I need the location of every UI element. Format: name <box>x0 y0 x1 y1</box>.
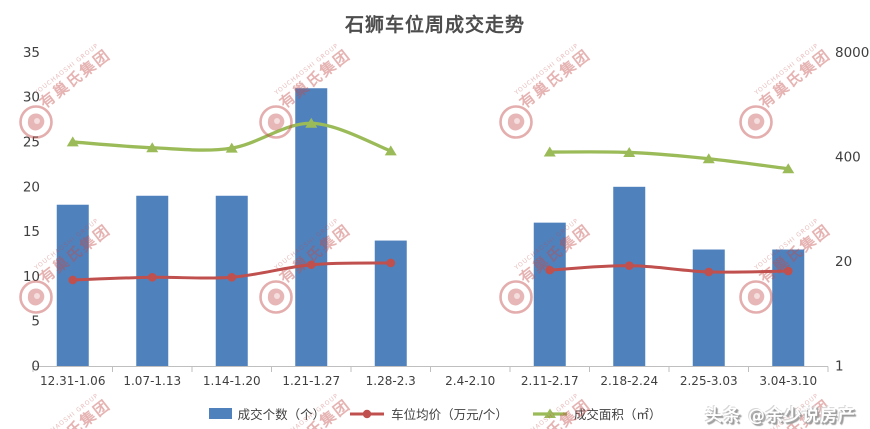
x-axis-label: 1.21-1.27 <box>282 374 340 388</box>
bar-series-swatch-icon <box>208 408 232 419</box>
left-axis-label: 35 <box>23 45 40 61</box>
price-point <box>147 272 157 282</box>
chart-legend: 成交个数（个） 车位均价（万元/个） 成交面积（㎡） <box>0 404 870 423</box>
bar <box>613 186 646 366</box>
bar <box>56 204 89 366</box>
price-line <box>548 264 790 274</box>
area-point <box>623 146 636 157</box>
right-axis-label: 8000 <box>835 45 869 61</box>
x-axis-label: 2.25-3.03 <box>680 374 738 388</box>
price-point <box>68 275 78 285</box>
left-axis-label: 15 <box>23 224 40 240</box>
price-point <box>624 261 634 270</box>
area-point <box>66 136 79 147</box>
area-point <box>782 163 795 174</box>
x-axis-label: 1.28-2.3 <box>366 374 416 388</box>
line-triangle-swatch-icon <box>532 408 567 418</box>
area-point <box>384 145 397 156</box>
left-axis-label: 20 <box>23 179 40 195</box>
legend-label-deal-count: 成交个数（个） <box>237 407 326 422</box>
right-axis-label: 1 <box>835 359 844 375</box>
legend-item-deal-area: 成交面积（㎡） <box>532 404 662 423</box>
legend-item-avg-price: 车位均价（万元/个） <box>349 404 508 423</box>
price-point <box>704 267 714 277</box>
left-axis-label: 10 <box>23 269 40 285</box>
area-point <box>146 142 159 153</box>
price-point <box>545 265 555 275</box>
line-dot-swatch-icon <box>350 409 385 418</box>
price-point <box>227 272 237 282</box>
x-axis-label: 12.31-1.06 <box>40 374 105 388</box>
price-point <box>306 260 316 270</box>
left-axis-label: 25 <box>23 135 40 151</box>
left-axis-label: 30 <box>23 90 40 106</box>
left-axis-label: 0 <box>31 359 40 375</box>
x-axis-label: 2.4-2.10 <box>445 374 495 388</box>
area-line <box>548 150 790 171</box>
bar <box>295 88 328 367</box>
chart-title: 石狮车位周成交走势 <box>344 14 525 36</box>
x-axis-label: 2.11-2.17 <box>521 374 579 388</box>
area-point <box>702 153 715 164</box>
x-axis-label: 3.04-3.10 <box>759 374 817 388</box>
left-axis-label: 5 <box>31 314 40 330</box>
x-axis-label: 2.18-2.24 <box>600 374 658 388</box>
price-point <box>783 266 793 276</box>
bar <box>533 222 566 366</box>
x-axis-label: 1.14-1.20 <box>203 374 261 388</box>
right-axis-label: 400 <box>835 149 861 165</box>
legend-item-deal-count: 成交个数（个） <box>208 404 326 423</box>
price-point <box>386 258 396 268</box>
legend-label-avg-price: 车位均价（万元/个） <box>391 407 508 422</box>
x-axis-label: 1.07-1.13 <box>123 374 181 388</box>
area-point <box>543 146 556 157</box>
legend-label-deal-area: 成交面积（㎡） <box>573 407 662 422</box>
branding-watermark: 头条 @余少说房产 <box>705 406 856 426</box>
area-point <box>305 117 318 128</box>
area-point <box>225 142 238 153</box>
bar <box>692 249 725 366</box>
right-axis-label: 20 <box>835 254 852 270</box>
